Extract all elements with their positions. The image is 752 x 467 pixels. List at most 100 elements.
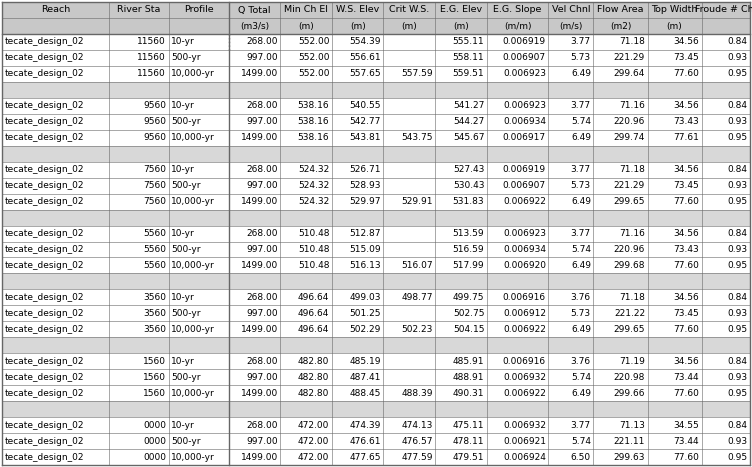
Text: 268.00: 268.00: [246, 101, 277, 110]
Text: 552.00: 552.00: [298, 37, 329, 47]
Text: 5560: 5560: [143, 245, 166, 254]
Text: Min Ch El: Min Ch El: [284, 6, 328, 14]
Text: 485.19: 485.19: [350, 357, 381, 366]
Bar: [2, 241, 750, 257]
Text: 0.006907: 0.006907: [503, 53, 546, 63]
Text: 527.43: 527.43: [453, 165, 484, 174]
Text: 3560: 3560: [143, 309, 166, 318]
Text: 5560: 5560: [143, 261, 166, 270]
Text: 531.83: 531.83: [453, 197, 484, 206]
Text: 501.25: 501.25: [350, 309, 381, 318]
Text: 3.77: 3.77: [571, 229, 591, 238]
Text: (m/m): (m/m): [504, 21, 532, 30]
Text: 10,000-yr: 10,000-yr: [171, 197, 215, 206]
Bar: [2, 162, 750, 177]
Text: 5.73: 5.73: [571, 181, 591, 190]
Text: 496.64: 496.64: [298, 325, 329, 334]
Text: 34.56: 34.56: [674, 357, 699, 366]
Text: 221.29: 221.29: [614, 181, 645, 190]
Text: 500-yr: 500-yr: [171, 53, 201, 63]
Text: 524.32: 524.32: [298, 197, 329, 206]
Text: 0.95: 0.95: [727, 197, 747, 206]
Text: tecate_design_02: tecate_design_02: [5, 37, 84, 47]
Text: 0.93: 0.93: [727, 245, 747, 254]
Text: 1499.00: 1499.00: [241, 133, 277, 142]
Text: 71.13: 71.13: [619, 421, 645, 430]
Text: 77.60: 77.60: [673, 70, 699, 78]
Text: 0.006924: 0.006924: [503, 453, 546, 461]
Text: 0.93: 0.93: [727, 437, 747, 446]
Text: 0.95: 0.95: [727, 133, 747, 142]
Text: 73.43: 73.43: [674, 245, 699, 254]
Text: 476.57: 476.57: [401, 437, 432, 446]
Text: 0.84: 0.84: [727, 357, 747, 366]
Text: 10,000-yr: 10,000-yr: [171, 70, 215, 78]
Text: 472.00: 472.00: [298, 421, 329, 430]
Bar: [2, 114, 750, 130]
Text: 5.74: 5.74: [571, 373, 591, 382]
Text: 71.19: 71.19: [619, 357, 645, 366]
Text: 77.60: 77.60: [673, 325, 699, 334]
Text: 34.56: 34.56: [674, 229, 699, 238]
Text: 34.56: 34.56: [674, 101, 699, 110]
Text: 268.00: 268.00: [246, 357, 277, 366]
Text: tecate_design_02: tecate_design_02: [5, 229, 84, 238]
Text: 10,000-yr: 10,000-yr: [171, 325, 215, 334]
Text: 77.60: 77.60: [673, 389, 699, 398]
Text: 299.64: 299.64: [614, 70, 645, 78]
Text: 299.68: 299.68: [614, 261, 645, 270]
Text: 554.39: 554.39: [350, 37, 381, 47]
Text: 542.77: 542.77: [350, 117, 381, 126]
Text: 10-yr: 10-yr: [171, 357, 195, 366]
Text: 0.84: 0.84: [727, 293, 747, 302]
Text: 73.44: 73.44: [674, 373, 699, 382]
Text: 73.45: 73.45: [674, 53, 699, 63]
Text: River Sta: River Sta: [117, 6, 160, 14]
Text: 10-yr: 10-yr: [171, 165, 195, 174]
Text: 71.18: 71.18: [619, 293, 645, 302]
Text: (m): (m): [298, 21, 314, 30]
Text: 1560: 1560: [143, 389, 166, 398]
Text: 0.006907: 0.006907: [503, 181, 546, 190]
Text: tecate_design_02: tecate_design_02: [5, 357, 84, 366]
Text: 499.03: 499.03: [350, 293, 381, 302]
Text: 0.95: 0.95: [727, 453, 747, 461]
Text: 500-yr: 500-yr: [171, 117, 201, 126]
Text: 477.65: 477.65: [350, 453, 381, 461]
Text: 0.006922: 0.006922: [503, 389, 546, 398]
Text: 220.96: 220.96: [614, 245, 645, 254]
Text: 502.23: 502.23: [402, 325, 432, 334]
Text: 1560: 1560: [143, 373, 166, 382]
Text: 544.27: 544.27: [453, 117, 484, 126]
Text: 0.84: 0.84: [727, 421, 747, 430]
Text: 479.51: 479.51: [453, 453, 484, 461]
Text: 11560: 11560: [138, 37, 166, 47]
Bar: [2, 34, 750, 50]
Text: tecate_design_02: tecate_design_02: [5, 261, 84, 270]
Text: 0.006923: 0.006923: [503, 229, 546, 238]
Text: 0000: 0000: [143, 453, 166, 461]
Text: tecate_design_02: tecate_design_02: [5, 101, 84, 110]
Text: 502.75: 502.75: [453, 309, 484, 318]
Text: 299.63: 299.63: [614, 453, 645, 461]
Text: Reach: Reach: [41, 6, 70, 14]
Text: 220.98: 220.98: [614, 373, 645, 382]
Text: 3.76: 3.76: [571, 357, 591, 366]
Text: 555.11: 555.11: [453, 37, 484, 47]
Text: tecate_design_02: tecate_design_02: [5, 53, 84, 63]
Text: 71.18: 71.18: [619, 165, 645, 174]
Text: 997.00: 997.00: [246, 245, 277, 254]
Text: 3.77: 3.77: [571, 421, 591, 430]
Text: tecate_design_02: tecate_design_02: [5, 165, 84, 174]
Text: 1560: 1560: [143, 357, 166, 366]
Text: (m3/s): (m3/s): [240, 21, 269, 30]
Text: 5.74: 5.74: [571, 245, 591, 254]
Text: tecate_design_02: tecate_design_02: [5, 421, 84, 430]
Text: (m/s): (m/s): [559, 21, 583, 30]
Text: 299.65: 299.65: [614, 197, 645, 206]
Text: 499.75: 499.75: [453, 293, 484, 302]
Bar: [2, 18, 750, 34]
Text: 6.50: 6.50: [571, 453, 591, 461]
Bar: [2, 337, 750, 353]
Text: (m): (m): [667, 21, 683, 30]
